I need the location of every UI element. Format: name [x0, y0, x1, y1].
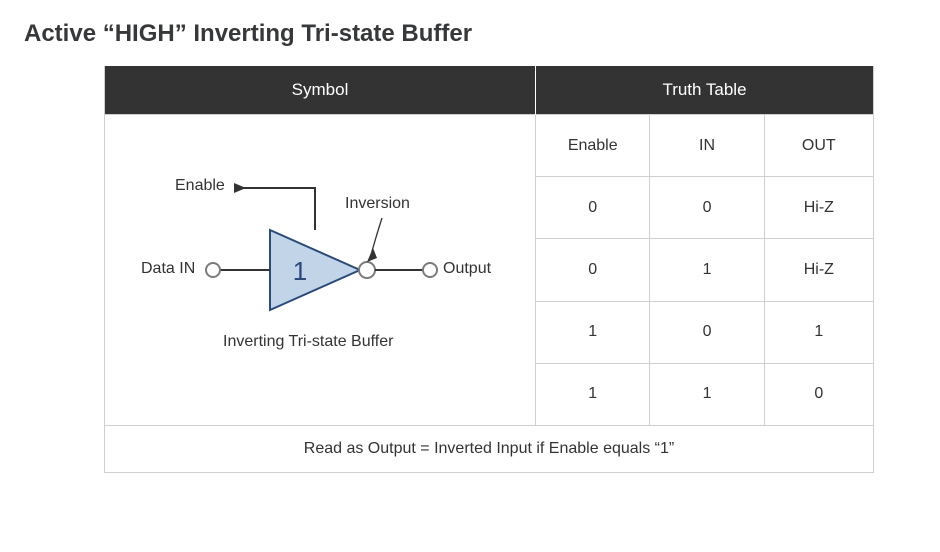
symbol-diagram: 1 Enable Inversion [105, 115, 535, 425]
truth-cell: 1 [536, 363, 650, 425]
enable-arrowhead [234, 183, 246, 193]
truth-col-enable: Enable [536, 115, 650, 177]
label-output: Output [443, 260, 491, 278]
label-enable: Enable [175, 177, 225, 195]
truth-cell: Hi-Z [764, 239, 873, 301]
enable-wire [237, 188, 315, 230]
inversion-bubble [359, 262, 375, 278]
buffer-table: Symbol Truth Table 1 [104, 66, 874, 473]
truth-cell: 0 [650, 301, 764, 363]
truth-cell: 1 [536, 301, 650, 363]
gate-text: 1 [293, 256, 307, 286]
truth-cell: 0 [536, 177, 650, 239]
truth-cell: 1 [650, 239, 764, 301]
gate-triangle [270, 230, 360, 310]
label-inversion: Inversion [345, 195, 410, 213]
header-truth: Truth Table [536, 66, 874, 115]
truth-col-out: OUT [764, 115, 873, 177]
truth-cell: 0 [650, 177, 764, 239]
label-data-in: Data IN [141, 260, 195, 278]
output-pin [423, 263, 437, 277]
footer-note: Read as Output = Inverted Input if Enabl… [105, 426, 874, 473]
label-caption: Inverting Tri-state Buffer [223, 333, 393, 351]
truth-cell: 1 [650, 363, 764, 425]
truth-col-in: IN [650, 115, 764, 177]
input-pin [206, 263, 220, 277]
truth-cell: 1 [764, 301, 873, 363]
truth-cell: 0 [536, 239, 650, 301]
header-symbol: Symbol [105, 66, 536, 115]
page-title: Active “HIGH” Inverting Tri-state Buffer [24, 20, 916, 48]
truth-cell: Hi-Z [764, 177, 873, 239]
truth-cell: 0 [764, 363, 873, 425]
symbol-cell: 1 Enable Inversion [105, 115, 536, 426]
